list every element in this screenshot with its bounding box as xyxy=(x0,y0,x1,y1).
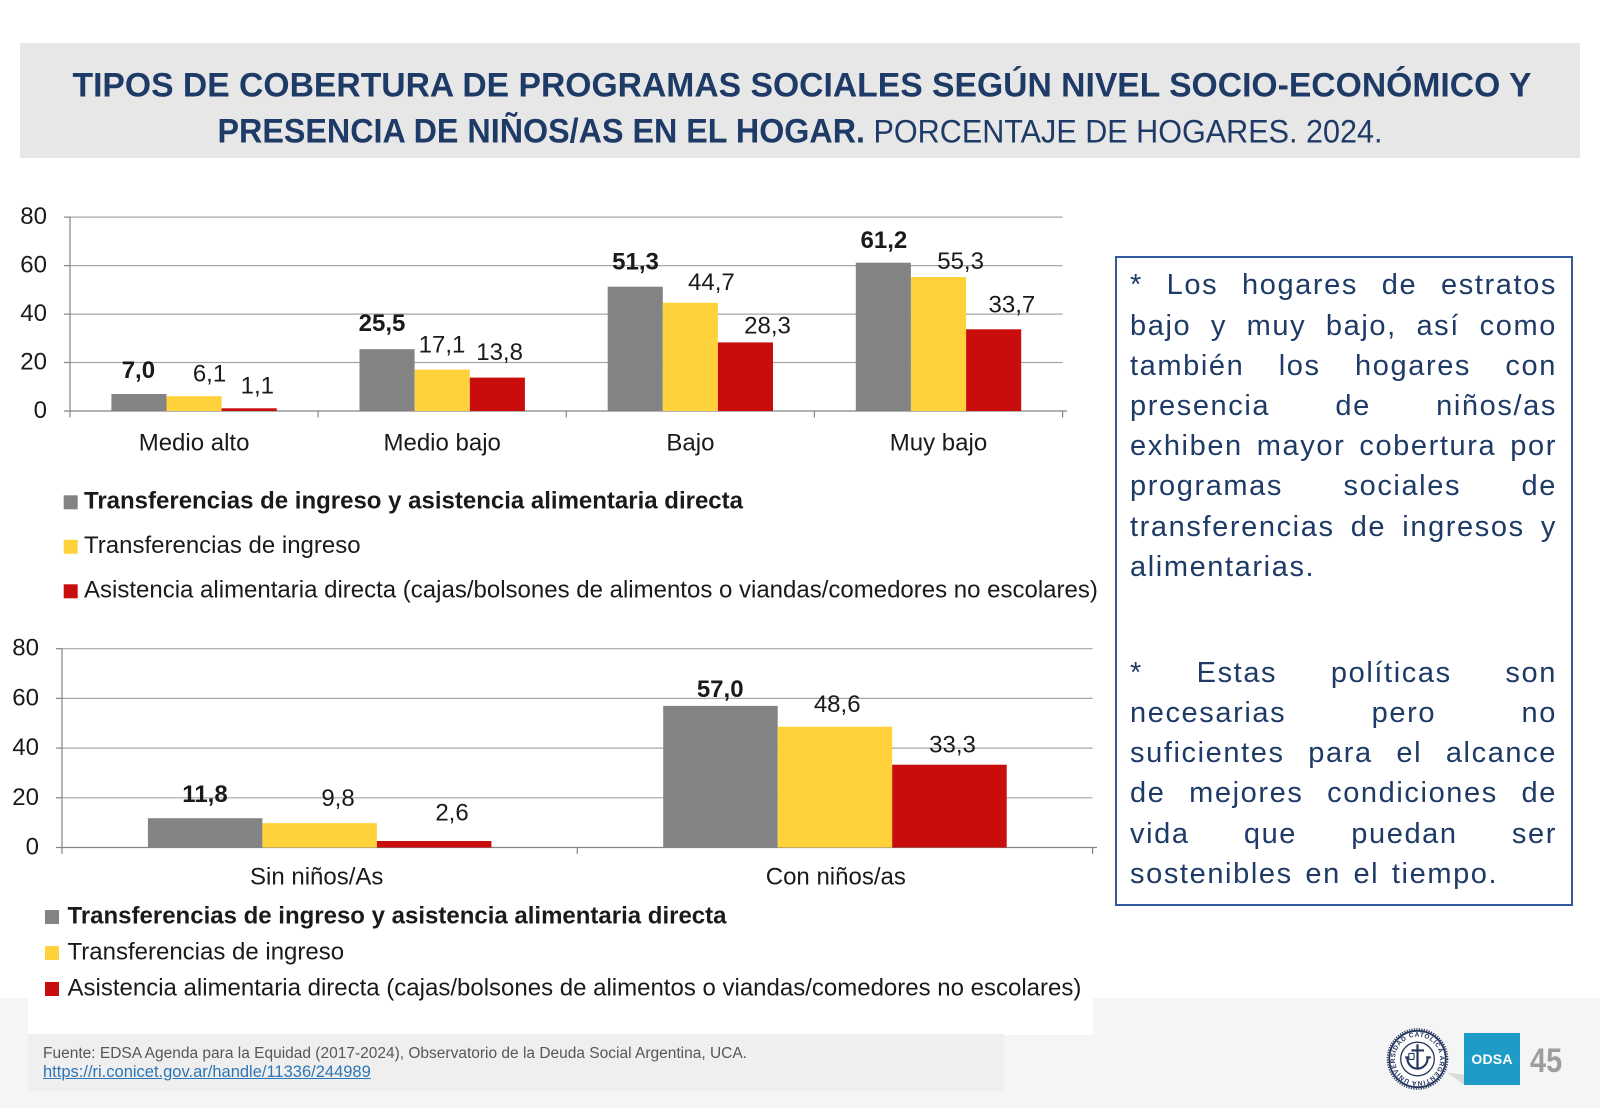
svg-text:33,7: 33,7 xyxy=(989,292,1036,319)
svg-text:Sin niños/As: Sin niños/As xyxy=(250,864,383,891)
svg-text:80: 80 xyxy=(12,635,39,662)
svg-text:80: 80 xyxy=(20,203,47,230)
svg-text:20: 20 xyxy=(12,784,39,811)
svg-text:40: 40 xyxy=(12,734,39,761)
svg-text:6,1: 6,1 xyxy=(193,360,226,387)
svg-text:25,5: 25,5 xyxy=(359,310,406,337)
svg-text:Asistencia alimentaria directa: Asistencia alimentaria directa (cajas/bo… xyxy=(68,975,1082,1002)
svg-text:Medio alto: Medio alto xyxy=(139,429,250,456)
svg-text:51,3: 51,3 xyxy=(612,249,659,276)
svg-text:TIPOS DE COBERTURA DE PROGRAMA: TIPOS DE COBERTURA DE PROGRAMAS SOCIALES… xyxy=(73,67,1532,105)
svg-text:40: 40 xyxy=(20,300,47,327)
svg-text:13,8: 13,8 xyxy=(476,339,523,366)
svg-text:60: 60 xyxy=(20,252,47,279)
svg-text:Medio bajo: Medio bajo xyxy=(383,429,500,456)
svg-text:Asistencia alimentaria directa: Asistencia alimentaria directa (cajas/bo… xyxy=(84,577,1098,604)
svg-text:61,2: 61,2 xyxy=(861,227,908,254)
svg-text:Transferencias de ingreso y as: Transferencias de ingreso y asistencia a… xyxy=(68,903,728,930)
svg-text:2,6: 2,6 xyxy=(435,800,468,827)
svg-text:9,8: 9,8 xyxy=(321,785,354,812)
svg-text:1,1: 1,1 xyxy=(241,373,274,400)
svg-text:60: 60 xyxy=(12,684,39,711)
svg-text:0: 0 xyxy=(26,834,39,861)
svg-text:48,6: 48,6 xyxy=(814,691,861,718)
svg-text:33,3: 33,3 xyxy=(929,731,976,758)
svg-text:7,0: 7,0 xyxy=(122,357,155,384)
svg-text:28,3: 28,3 xyxy=(744,312,791,339)
svg-text:Transferencias de ingreso: Transferencias de ingreso xyxy=(68,939,345,966)
svg-text:Transferencias de ingreso y as: Transferencias de ingreso y asistencia a… xyxy=(84,488,744,515)
svg-text:11,8: 11,8 xyxy=(182,781,227,808)
svg-text:Muy bajo: Muy bajo xyxy=(890,429,987,456)
svg-text:PRESENCIA DE NIÑOS/AS EN EL HO: PRESENCIA DE NIÑOS/AS EN EL HOGAR. PORCE… xyxy=(218,112,1383,150)
svg-text:Bajo: Bajo xyxy=(666,429,714,456)
svg-text:0: 0 xyxy=(34,397,47,424)
svg-text:17,1: 17,1 xyxy=(419,331,466,358)
svg-text:55,3: 55,3 xyxy=(937,248,984,275)
svg-text:44,7: 44,7 xyxy=(688,269,735,296)
svg-text:Con niños/as: Con niños/as xyxy=(766,864,906,891)
svg-text:57,0: 57,0 xyxy=(697,676,744,703)
svg-text:20: 20 xyxy=(20,349,47,376)
svg-text:Transferencias de ingreso: Transferencias de ingreso xyxy=(84,532,361,559)
